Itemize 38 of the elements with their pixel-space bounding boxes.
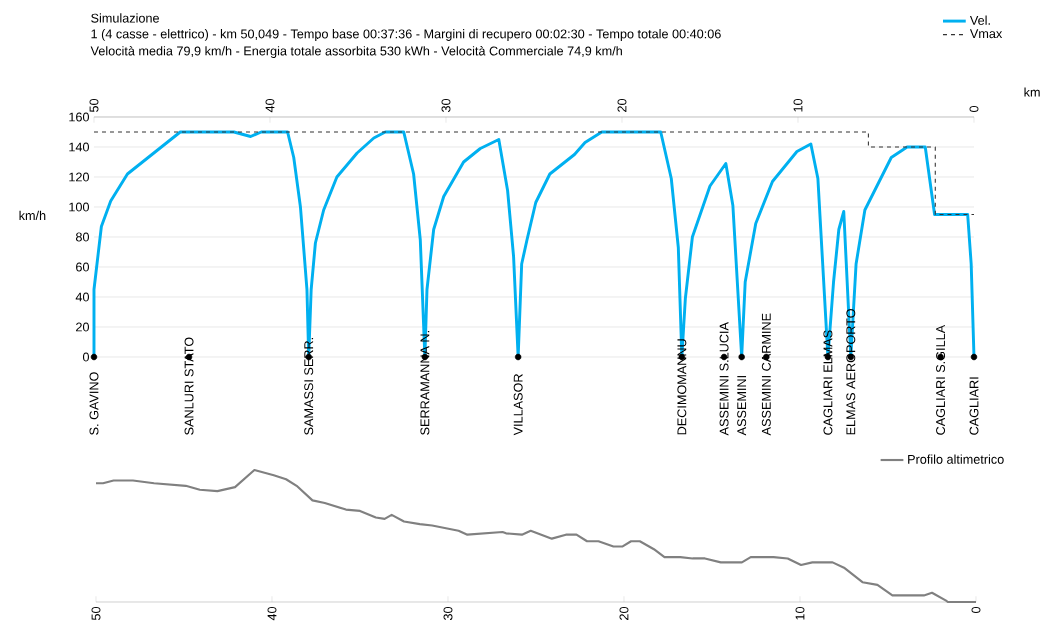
- x-tick-label: 40: [265, 98, 275, 113]
- annotation: ASSEMINI: [737, 376, 747, 436]
- x-axis-title: km: [1024, 87, 1040, 97]
- x-tick-label: 10: [795, 606, 805, 620]
- y-tick-label: 120: [69, 172, 89, 182]
- legend-label: Profilo altimetrico: [908, 454, 1004, 464]
- annotation: CAGLIARI: [969, 377, 979, 435]
- y-tick-label: 40: [75, 292, 89, 302]
- y-tick-label: 0: [82, 352, 89, 362]
- y-tick-label: 160: [69, 112, 89, 122]
- chart-title: Simulazione: [91, 13, 159, 23]
- text: Velocità media 79,9 km/h - Energia totale assorbita 530 kWh - Velocità Commerciale 74,9 km/h: [90, 46, 622, 58]
- x-tick-label: 50: [91, 606, 101, 621]
- y-tick-label: 80: [75, 232, 89, 242]
- x-tick-label: 10: [793, 98, 803, 112]
- y-tick-label: 20: [76, 322, 89, 332]
- annotation: DECIMOMANNU: [677, 339, 687, 435]
- x-tick-label: 30: [443, 606, 453, 621]
- y-tick-label: 100: [69, 202, 89, 212]
- annotation: SERRAMANNA N.: [420, 331, 430, 435]
- x-tick-label: 30: [441, 98, 451, 113]
- annotation: ASSEMINI S.LUCIA: [719, 322, 729, 436]
- y-axis-title: km/h: [19, 210, 46, 221]
- y-tick-label: 140: [69, 142, 89, 152]
- x-tick-label: 50: [89, 98, 99, 113]
- x-tick-label: 0: [969, 105, 979, 113]
- y-tick-label: 60: [76, 262, 89, 272]
- annotation: S. GAVINO: [89, 372, 99, 435]
- x-tick-label: 40: [267, 606, 277, 621]
- annotation: ELMAS AEROPORTO: [846, 309, 856, 435]
- chart-subtitle: 1 (4 casse - elettrico) - km 50,049 - Tempo base 00:37:36 - Margini di recupero 00:02:30 - Tempo totale 00:40:06: [91, 29, 721, 41]
- annotation: CAGLIARI ELMAS: [823, 330, 833, 435]
- legend-label: Vel.: [969, 15, 990, 25]
- x-tick-label: 20: [617, 98, 627, 112]
- annotation: VILLASOR: [513, 374, 523, 436]
- x-tick-label: 20: [619, 606, 629, 620]
- x-tick-label: 0: [971, 606, 981, 614]
- legend-label: Vmax: [969, 29, 1003, 39]
